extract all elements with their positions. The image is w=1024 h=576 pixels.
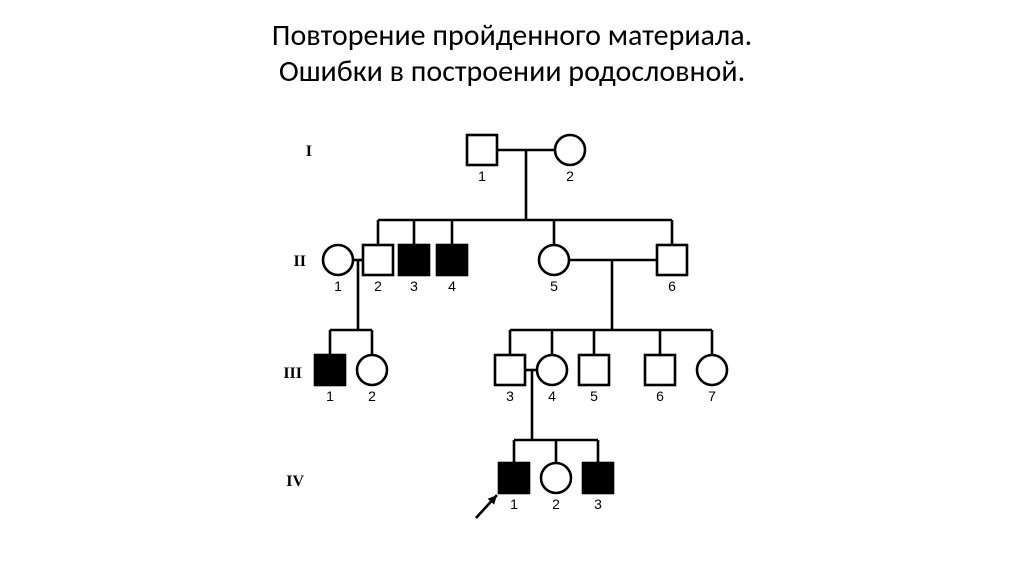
pedigree-male (495, 355, 525, 385)
node-label: 5 (550, 278, 558, 294)
node-label: 3 (594, 496, 602, 512)
pedigree-female (541, 463, 571, 493)
node-label: 1 (478, 168, 486, 184)
node-label: 3 (410, 278, 418, 294)
node-label: 2 (374, 278, 382, 294)
pedigree-female (697, 355, 727, 385)
pedigree-diagram: 121234561234567123IIIIIIIV (0, 0, 1024, 576)
pedigree-male (499, 463, 529, 493)
pedigree-female (555, 135, 585, 165)
node-label: 1 (326, 388, 334, 404)
node-label: 1 (510, 496, 518, 512)
pedigree-male (645, 355, 675, 385)
node-label: 1 (334, 278, 342, 294)
pedigree-female (537, 355, 567, 385)
node-label: 4 (448, 278, 456, 294)
generation-label: I (306, 143, 312, 160)
pedigree-male (657, 245, 687, 275)
node-label: 4 (548, 388, 556, 404)
node-label: 7 (708, 388, 716, 404)
node-label: 2 (566, 168, 574, 184)
node-label: 2 (552, 496, 560, 512)
generation-label: IV (286, 473, 304, 490)
pedigree-female (323, 245, 353, 275)
generation-label: III (283, 365, 302, 382)
pedigree-male (467, 135, 497, 165)
node-label: 6 (668, 278, 676, 294)
pedigree-male (363, 245, 393, 275)
node-label: 6 (656, 388, 664, 404)
pedigree-male (399, 245, 429, 275)
node-label: 3 (506, 388, 514, 404)
pedigree-female (357, 355, 387, 385)
generation-label: II (294, 253, 306, 270)
pedigree-male (579, 355, 609, 385)
node-label: 2 (368, 388, 376, 404)
pedigree-male (437, 245, 467, 275)
pedigree-male (315, 355, 345, 385)
pedigree-female (539, 245, 569, 275)
pedigree-male (583, 463, 613, 493)
node-label: 5 (590, 388, 598, 404)
